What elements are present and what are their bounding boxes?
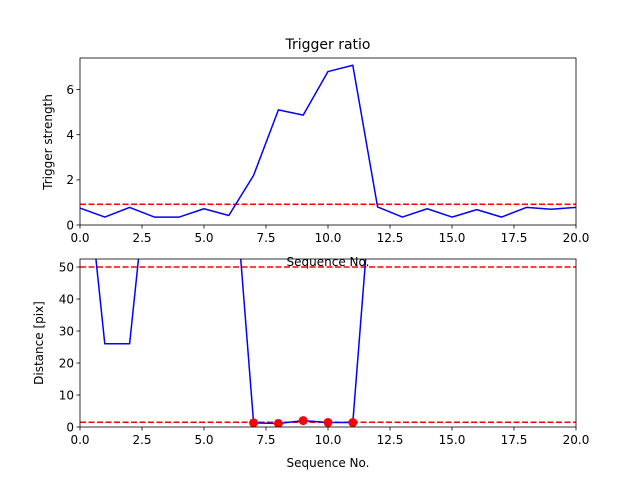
bottom-data-point (323, 418, 333, 427)
bottom-plot: 0.0 2.5 5.0 7.5 10.0 12.5 15.0 17.5 20.0 0 10 20 30 4… (59, 258, 590, 447)
top-plot-area (80, 64, 576, 218)
bottom-x-tick-label: 2.5 (132, 433, 151, 447)
top-x-tick-label: 0.0 (70, 231, 89, 245)
top-x-tick-label: 15.0 (439, 231, 466, 245)
chart-title: Trigger ratio (284, 37, 370, 53)
bottom-x-tick-label: 15.0 (439, 433, 466, 447)
top-y-tick-label: 6 (66, 83, 74, 97)
bottom-x-tick-label: 0.0 (70, 433, 89, 447)
top-y-tick-label: 2 (66, 173, 74, 187)
bottom-x-tick-label: 10.0 (315, 433, 342, 447)
bottom-x-tick-label: 17.5 (501, 433, 528, 447)
top-x-tick-label: 2.5 (132, 231, 151, 245)
top-x-tick-label: 12.5 (377, 231, 404, 245)
bottom-x-tick-label: 12.5 (377, 433, 404, 447)
top-x-axis-label: Sequence No. (287, 255, 370, 269)
top-x-tick-label: 17.5 (501, 231, 528, 245)
top-plot: 0.0 2.5 5.0 7.5 10.0 12.5 15.0 17.5 20.0 0 2 4 6 (66, 57, 590, 245)
top-x-tick-label: 10.0 (315, 231, 342, 245)
top-y-tick-label: 0 (66, 218, 74, 232)
bottom-data-point (249, 418, 259, 427)
bottom-y-tick-label: 50 (59, 260, 74, 274)
bottom-y-tick-label: 20 (59, 356, 74, 370)
top-x-tick-label: 7.5 (256, 231, 275, 245)
bottom-data-point (348, 418, 358, 427)
bottom-y-tick-label: 30 (59, 324, 74, 338)
top-y-tick-label: 4 (66, 128, 74, 142)
top-y-axis-label: Trigger strength (41, 94, 55, 191)
bottom-data-point (273, 418, 283, 427)
bottom-y-tick-label: 10 (59, 388, 74, 402)
bottom-y-tick-label: 0 (66, 420, 74, 434)
bottom-y-tick-label: 40 (59, 292, 74, 306)
bottom-plot-area (80, 259, 576, 427)
bottom-data-point (298, 416, 308, 426)
bottom-x-tick-label: 7.5 (256, 433, 275, 447)
bottom-x-axis-label: Sequence No. (287, 456, 370, 470)
bottom-y-axis-label: Distance [pix] (32, 301, 46, 385)
top-series-line-1 (80, 64, 576, 218)
top-x-tick-label: 20.0 (563, 231, 590, 245)
bottom-x-tick-label: 20.0 (563, 433, 590, 447)
bottom-x-tick-label: 5.0 (194, 433, 213, 447)
top-x-tick-label: 5.0 (194, 231, 213, 245)
